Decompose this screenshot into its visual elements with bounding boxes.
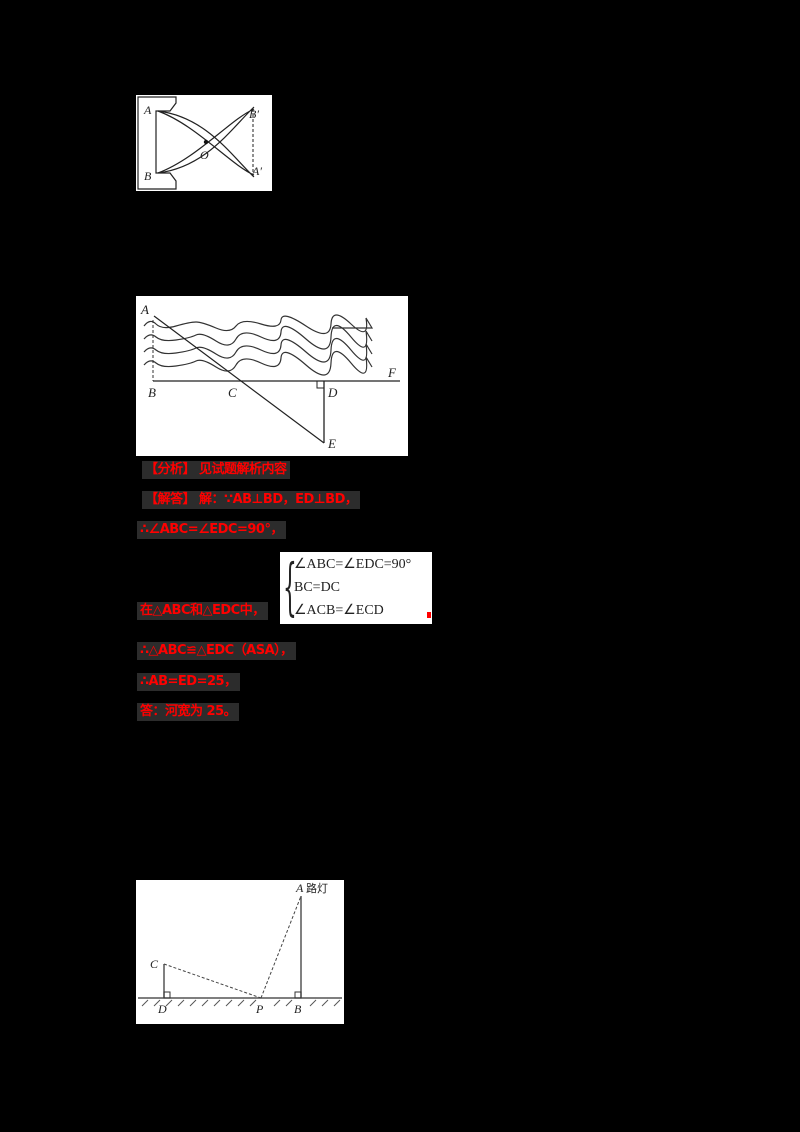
equal-sides-line: ∴AB=ED=25， [137, 673, 240, 691]
label-F: F [387, 365, 397, 380]
label-D: D [157, 1002, 167, 1016]
label-O: O [200, 148, 209, 162]
label-street-lamp: 路灯 [306, 882, 328, 895]
equation-2: BC=DC [294, 580, 341, 595]
label-D: D [327, 385, 338, 400]
label-C: C [228, 385, 237, 400]
label-E: E [327, 436, 336, 451]
conclusion-line: 答：河宽为 25。 [137, 703, 240, 721]
label-B: B [294, 1002, 302, 1016]
congruent-line: ∴△ABC≌△EDC（ASA）， [137, 642, 296, 660]
figure-scissors-mechanism: A B B′ A′ O [136, 95, 272, 191]
equation-3: ∠ACB=∠ECD [294, 603, 384, 618]
label-B: B [144, 169, 152, 183]
label-A: A [140, 302, 149, 317]
label-B-prime: B′ [249, 107, 259, 121]
label-A: A [143, 103, 152, 117]
right-angles-line: ∴∠ABC=∠EDC=90°， [137, 521, 286, 539]
label-A-prime: A′ [251, 164, 262, 178]
equation-system: { ∠ABC=∠EDC=90° BC=DC ∠ACB=∠ECD [280, 552, 432, 624]
answer-intro-line: 【解答】 解：∵AB⊥BD，ED⊥BD， [142, 491, 361, 509]
comma-mark [427, 612, 431, 618]
figure-street-lamp: A 路灯 C D P B [136, 880, 344, 1024]
label-C: C [150, 957, 159, 971]
label-P: P [255, 1002, 264, 1016]
label-A: A [295, 881, 304, 895]
label-B: B [148, 385, 156, 400]
equation-1: ∠ABC=∠EDC=90° [294, 557, 412, 572]
brace-symbol: { [283, 550, 297, 623]
in-triangles-line: 在△ABC和△EDC中， [137, 602, 268, 620]
analysis-line: 【分析】 见试题解析内容 [142, 461, 290, 479]
figure-river-width: A B C D E F [136, 296, 408, 456]
